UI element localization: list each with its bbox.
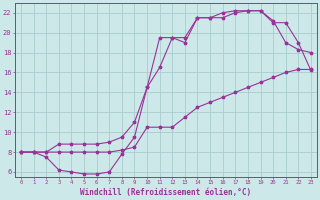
X-axis label: Windchill (Refroidissement éolien,°C): Windchill (Refroidissement éolien,°C) — [80, 188, 252, 197]
